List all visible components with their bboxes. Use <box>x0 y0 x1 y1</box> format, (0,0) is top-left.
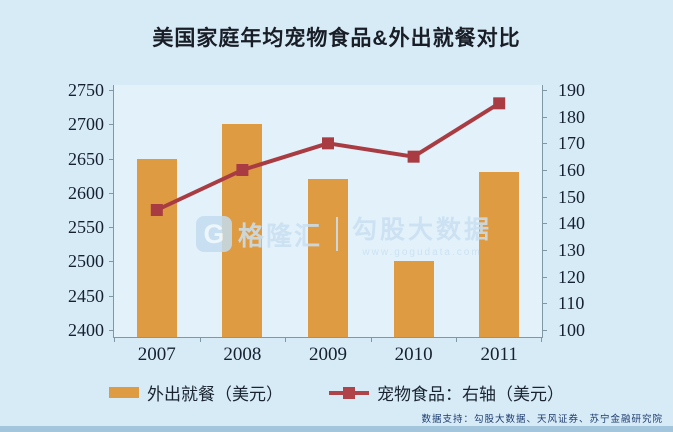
x-axis-tick-mark <box>456 337 458 342</box>
x-axis-tick-mark <box>114 337 115 342</box>
y-axis-left-tick-label: 2550 <box>68 217 104 238</box>
line-marker-2009 <box>322 137 334 150</box>
y-axis-right-tick-label: 130 <box>558 240 585 260</box>
line-series <box>150 97 506 216</box>
bar-2009 <box>308 179 348 337</box>
legend-label-dining-out: 外出就餐（美元） <box>147 385 283 404</box>
legend: 外出就餐（美元） 宠物食品：右轴（美元） <box>0 380 673 405</box>
x-axis-tick-label: 2008 <box>223 344 262 365</box>
legend-label-pet-food: 宠物食品：右轴（美元） <box>377 385 564 404</box>
y-axis-left-tick-mark <box>109 90 114 91</box>
y-axis-right-tick-mark <box>542 170 547 171</box>
x-axis-tick-mark <box>285 337 287 342</box>
line-marker-2011 <box>493 97 506 110</box>
x-axis-tick-label: 2007 <box>137 344 176 365</box>
y-axis-right-tick-mark <box>542 330 547 331</box>
data-source-credit: 数据支持：勾股大数据、天风证券、苏宁金融研究院 <box>421 414 663 425</box>
legend-item-pet-food: 宠物食品：右轴（美元） <box>329 380 564 405</box>
y-axis-right-tick-mark <box>542 303 547 305</box>
bar-2011 <box>479 172 520 337</box>
x-axis-tick-mark <box>370 337 372 342</box>
y-axis-left-tick-mark <box>109 227 114 229</box>
line-marker-2010 <box>407 150 420 163</box>
line-marker-2007 <box>150 204 163 216</box>
y-axis-left-tick-label: 2500 <box>68 251 104 272</box>
bar-2007 <box>136 158 177 337</box>
y-axis-right-tick-label: 180 <box>558 106 585 127</box>
bottom-strip <box>0 426 673 432</box>
y-axis-right-tick-label: 170 <box>558 133 585 154</box>
x-axis-tick-label: 2011 <box>480 344 518 365</box>
y-axis-left-tick-mark <box>109 124 114 126</box>
y-axis-right-tick-mark <box>542 250 547 251</box>
y-axis-right-tick-mark <box>542 116 547 118</box>
y-axis-left-tick-label: 2600 <box>68 182 104 203</box>
y-axis-right-tick-mark <box>542 143 547 145</box>
y-axis-right-tick-mark <box>542 223 547 225</box>
y-axis-left-tick-mark <box>109 261 114 263</box>
y-axis-right-tick-label: 160 <box>558 160 585 180</box>
x-axis-tick-mark <box>541 337 542 342</box>
y-axis-left-tick-label: 2750 <box>68 80 104 100</box>
y-axis-right-tick-label: 140 <box>558 213 585 234</box>
y-axis-left-tick-mark <box>109 295 114 297</box>
line-marker-2008 <box>236 164 249 176</box>
y-axis-right-tick-mark <box>542 196 547 198</box>
x-axis-tick-label: 2009 <box>308 344 347 365</box>
y-axis-left-tick-mark <box>109 158 114 160</box>
y-axis-right-tick-label: 100 <box>558 320 585 340</box>
x-axis-tick-label: 2010 <box>394 344 433 365</box>
y-axis-right-tick-label: 110 <box>558 293 585 314</box>
bar-2010 <box>393 261 434 337</box>
line-series-swatch-marker <box>343 386 355 399</box>
y-axis-right-tick-label: 150 <box>558 186 585 207</box>
chart-title: 美国家庭年均宠物食品&外出就餐对比 <box>152 27 521 50</box>
y-axis-right-tick-label: 190 <box>558 80 585 100</box>
y-axis-left-tick-label: 2400 <box>68 320 104 340</box>
y-axis-right-tick-label: 120 <box>558 266 585 287</box>
y-axis-left-tick-label: 2450 <box>68 285 104 306</box>
y-axis-left-tick-mark <box>109 192 114 194</box>
y-axis-right-tick-mark <box>542 276 547 278</box>
x-axis-tick-mark <box>199 337 201 342</box>
legend-item-dining-out: 外出就餐（美元） <box>109 380 283 405</box>
bar-series-swatch-icon <box>109 387 139 398</box>
y-axis-left-tick-label: 2650 <box>68 148 104 169</box>
y-axis-left-tick-mark <box>109 330 114 331</box>
y-axis-right-tick-mark <box>542 90 547 91</box>
line-series-swatch-icon <box>329 386 369 399</box>
pet-food-line <box>155 101 501 212</box>
plot-area: 2750 2700 2650 2600 2550 2500 2450 2400 190 180 17… <box>68 80 585 365</box>
y-axis-left-tick-label: 2700 <box>68 114 104 135</box>
